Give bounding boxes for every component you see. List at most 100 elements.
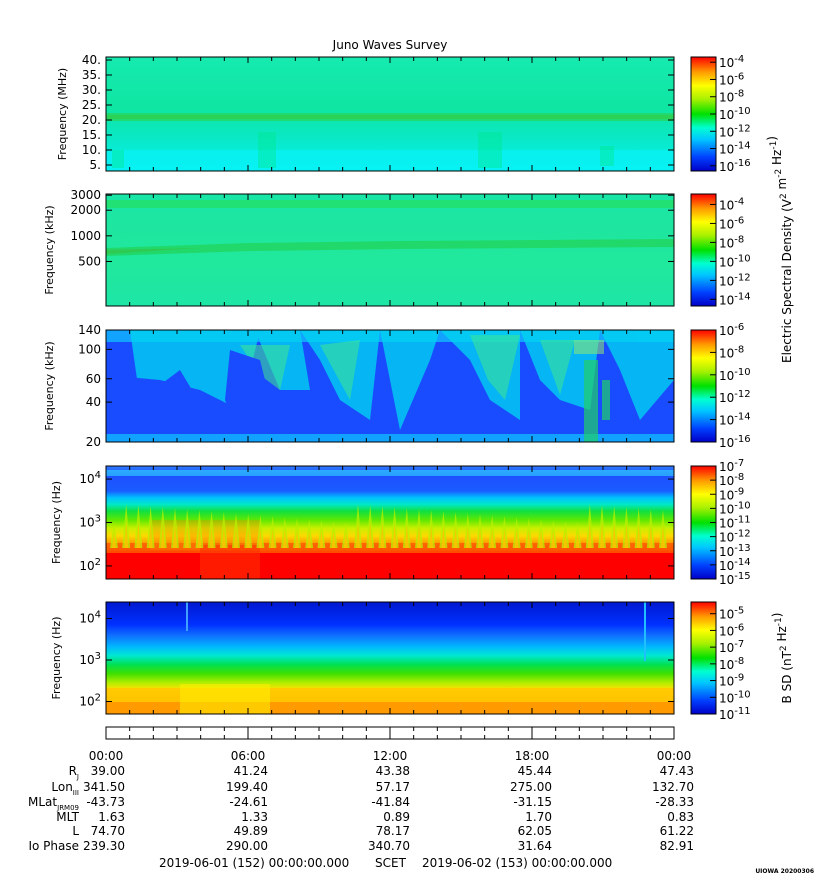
colorbar — [690, 329, 717, 443]
emission-spike-core — [356, 521, 360, 548]
emission-spike-core — [112, 532, 116, 548]
colorbar — [690, 193, 717, 307]
y-tick-label: 40. — [82, 53, 101, 67]
panel-4-axes: 102 103 104 Frequency (Hz) — [50, 465, 675, 580]
panel-3-heatmap — [106, 330, 674, 442]
colorbar-tick-label: 10-6 — [719, 322, 744, 338]
colorbar-tick-label: 10-14 — [719, 557, 751, 573]
colorbar-tick-label: 10-12 — [719, 123, 751, 139]
emission-spike-core — [136, 522, 141, 548]
emission-spike-core — [209, 525, 214, 548]
x-tick-label: 12:00 — [373, 749, 408, 763]
emission-spike-core — [514, 529, 519, 548]
emission-spike-core — [575, 532, 580, 548]
emission-spike-core — [295, 530, 299, 548]
emission-spike-core — [417, 524, 421, 548]
ephemeris-value: 82.91 — [660, 839, 694, 853]
colorbar-tick-label: 10-7 — [719, 458, 744, 474]
emission-spike-core — [185, 524, 190, 548]
emission-spike-core — [221, 526, 226, 548]
colorbar-tick-label: 10-11 — [719, 706, 751, 722]
y-tick-label: 104 — [79, 470, 101, 486]
colorbar-tick-label: 10-10 — [719, 106, 751, 122]
emission-spike-core — [429, 525, 434, 548]
y-axis-label: Frequency (kHz) — [43, 205, 56, 294]
emission-spike-core — [539, 530, 543, 548]
ephemeris-value: 43.38 — [376, 764, 410, 778]
y-axis-label: Frequency (Hz) — [50, 617, 63, 700]
ephemeris-value: 239.30 — [83, 839, 125, 853]
ephemeris-value: 1.33 — [241, 810, 268, 824]
emission-spike-core — [258, 528, 263, 548]
colorbar-tick-label: 10-10 — [719, 367, 751, 383]
colorbar-title: B SD (nT2 Hz-1) — [770, 613, 794, 704]
emission-spike-core — [173, 524, 177, 548]
y-tick-label: 15. — [82, 128, 101, 142]
ephemeris-value: -24.61 — [229, 795, 268, 809]
y-tick-label: 103 — [79, 651, 101, 667]
y-tick-label: 1000 — [70, 229, 101, 243]
colorbar-tick-label: 10-13 — [719, 543, 751, 559]
y-tick-label: 60 — [86, 372, 101, 386]
emission-spike-core — [392, 523, 397, 548]
colorbar — [690, 601, 717, 715]
colorbar — [690, 56, 717, 172]
colorbar-tick-label: 10-9 — [719, 673, 744, 689]
x-tick-label: 18:00 — [515, 749, 550, 763]
ephemeris-value: -43.73 — [86, 795, 125, 809]
colorbar-tick-label: 10-15 — [719, 571, 751, 587]
emission-spike-core — [148, 522, 153, 548]
ephemeris-value: 199.40 — [226, 780, 268, 794]
colorbar-tick-label: 10-8 — [719, 344, 744, 360]
colorbar-tick-label: 10-16 — [719, 434, 751, 450]
ephemeris-value: -28.33 — [655, 795, 694, 809]
emission-spike-core — [404, 524, 409, 548]
y-tick-label: 140 — [78, 323, 101, 337]
footer-end-time: 2019-06-02 (153) 00:00:00.000 — [422, 856, 612, 870]
emission-spike-core — [624, 523, 629, 548]
ephemeris-row-label: MLT — [56, 810, 79, 824]
ephemeris-value: 290.00 — [226, 839, 268, 853]
colorbar-tick-label: 10-10 — [719, 689, 751, 705]
emission-spike-core — [551, 531, 556, 548]
emission-spike-core — [380, 522, 385, 548]
y-tick-label: 10. — [82, 143, 101, 157]
emission-spike-core — [343, 532, 348, 548]
colorbar-tick-label: 10-10 — [719, 500, 751, 516]
version-stamp: UIOWA 20200306 — [755, 868, 814, 875]
y-tick-label: 30. — [82, 83, 101, 97]
ephemeris-row-label: Io Phase — [28, 839, 79, 853]
emission-spike-core — [441, 525, 446, 548]
y-tick-label: 3000 — [70, 188, 101, 202]
colorbar-tick-label: 10-4 — [719, 54, 744, 70]
colorbar-tick-label: 10-8 — [719, 472, 744, 488]
ephemeris-value: 1.63 — [98, 810, 125, 824]
ephemeris-value: 61.22 — [660, 824, 694, 838]
emission-spike-core — [648, 524, 653, 548]
colorbar-tick-label: 10-14 — [719, 412, 751, 428]
x-tick-label: 00:00 — [657, 749, 692, 763]
emission-spike-core — [465, 527, 470, 548]
colorbar-tick-label: 10-9 — [719, 486, 744, 502]
colorbar-tick-label: 10-5 — [719, 606, 744, 622]
emission-spike-core — [612, 522, 617, 548]
ephemeris-value: 39.00 — [91, 764, 125, 778]
y-tick-label: 35. — [82, 68, 101, 82]
ephemeris-value: 74.70 — [91, 824, 125, 838]
panel-4-heatmap — [106, 466, 674, 579]
ephemeris-value: 340.70 — [368, 839, 410, 853]
emission-spike-core — [270, 528, 275, 548]
time-axis: 00:00 06:00 12:00 18:00 00:00 — [89, 726, 692, 763]
colorbar-tick-label: 10-4 — [719, 196, 744, 212]
y-tick-label: 102 — [79, 557, 101, 573]
y-tick-label: 100 — [78, 342, 101, 356]
colorbar-tick-label: 10-8 — [719, 656, 744, 672]
colorbars: 10-410-610-810-1010-1210-1410-1610-410-6… — [690, 54, 794, 722]
panel-1-axes: 5.10.15.20.25.30.35.40. Frequency (MHz) — [56, 53, 675, 172]
emission-spike-core — [661, 525, 665, 548]
ephemeris-row-label: LonIII — [51, 780, 79, 797]
colorbar-tick-label: 10-6 — [719, 71, 744, 87]
ephemeris-value: 0.83 — [667, 810, 694, 824]
emission-spike-core — [160, 523, 165, 548]
